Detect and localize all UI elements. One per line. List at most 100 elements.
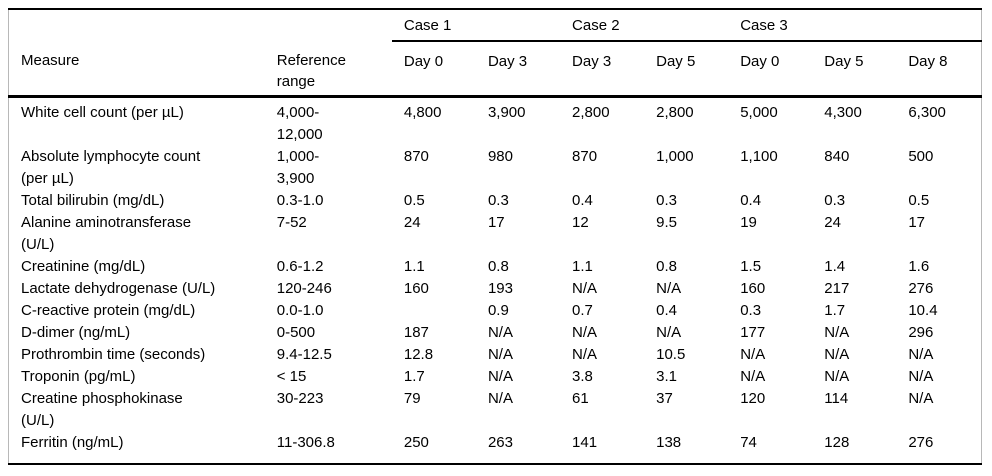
value-cell: N/A — [487, 390, 513, 407]
value-cell: 3,900 — [487, 104, 526, 121]
case-header-spacer — [9, 9, 392, 41]
column-header-cell: Day 5 — [644, 41, 729, 98]
measure-cell: Total bilirubin (mg/dL) — [21, 192, 165, 209]
measure-cell: Ferritin (ng/mL) — [21, 434, 124, 451]
value-cell: 128 — [824, 434, 850, 451]
reference-cell: 0.6-1.2 — [276, 258, 324, 275]
value-cell: 193 — [487, 280, 513, 297]
reference-cell: 120-246 — [276, 280, 332, 297]
column-header-cell: Day 3 — [475, 41, 561, 98]
value-cell: 2,800 — [656, 104, 694, 121]
value-cell: N/A — [740, 346, 766, 363]
value-cell: N/A — [908, 390, 934, 407]
reference-cell: 9.4-12.5 — [276, 346, 332, 363]
value-cell: 9.5 — [656, 214, 677, 231]
value-cell: 37 — [656, 390, 673, 407]
value-cell: 1.7 — [824, 302, 846, 319]
value-cell: 0.9 — [487, 302, 509, 319]
reference-cell: 1,000- 3,900 — [276, 148, 320, 187]
measure-cell: Alanine aminotransferase (U/L) — [21, 214, 192, 253]
value-cell: N/A — [908, 368, 934, 385]
value-cell: 1.1 — [572, 258, 593, 275]
value-cell: 0.4 — [656, 302, 677, 319]
case-header-cell: Case 3 — [728, 9, 982, 42]
value-cell: 0.4 — [740, 192, 762, 209]
value-cell: 0.3 — [740, 302, 762, 319]
measure-cell: D-dimer (ng/mL) — [21, 324, 131, 341]
value-cell: 120 — [740, 390, 766, 407]
value-cell: 217 — [824, 280, 850, 297]
value-cell: 0.8 — [487, 258, 509, 275]
value-cell: 296 — [908, 324, 934, 341]
value-cell: 19 — [740, 214, 757, 231]
reference-cell: 0.3-1.0 — [276, 192, 324, 209]
value-cell: 12.8 — [403, 346, 434, 363]
value-cell: 17 — [908, 214, 926, 231]
lab-results-table: Case 1 Case 2 Case 3 Measure Reference rang… — [8, 8, 982, 465]
value-cell: 6,300 — [908, 104, 946, 121]
value-cell: 3.1 — [656, 368, 677, 385]
table-row: Lactate dehydrogenase (U/L) 120-246 160 193… — [9, 278, 982, 300]
value-cell: N/A — [824, 324, 850, 341]
value-cell: 0.5 — [403, 192, 425, 209]
table-row: Creatinine (mg/dL) 0.6-1.2 1.1 0.8 1.1 0.8 1.5… — [9, 256, 982, 278]
value-cell: 24 — [824, 214, 841, 231]
column-header-cell: Day 0 — [391, 41, 476, 98]
value-cell: 10.5 — [656, 346, 686, 363]
column-header-cell: Day 5 — [812, 41, 897, 98]
value-cell: 276 — [908, 280, 934, 297]
measure-cell: Creatine phosphokinase (U/L) — [21, 390, 183, 429]
measure-cell: White cell count (per µL) — [21, 104, 184, 121]
table-row: Troponin (pg/mL) < 15 1.7 N/A 3.8 3.1 N/A N/A N/… — [9, 366, 982, 388]
value-cell: 79 — [403, 390, 421, 407]
value-cell: 1.7 — [403, 368, 425, 385]
value-cell: 870 — [403, 148, 429, 165]
value-cell: N/A — [572, 280, 598, 297]
value-cell: N/A — [656, 280, 682, 297]
reference-cell: 0-500 — [276, 324, 316, 341]
case-header-cell: Case 2 — [560, 9, 729, 42]
case-header-row: Case 1 Case 2 Case 3 — [9, 9, 982, 42]
table-row: Ferritin (ng/mL) 11-306.8 250 263 141 138 74 12… — [9, 432, 982, 464]
value-cell: N/A — [572, 324, 598, 341]
table-body: White cell count (per µL) 4,000- 12,000 4,… — [9, 97, 982, 465]
value-cell: 276 — [908, 434, 934, 451]
column-header-cell: Day 3 — [560, 41, 645, 98]
value-cell: 250 — [403, 434, 429, 451]
table-row: Alanine aminotransferase (U/L) 7-52 24 17 12… — [9, 212, 982, 256]
table-header: Case 1 Case 2 Case 3 Measure Reference rang… — [8, 9, 982, 98]
value-cell: 1,100 — [740, 148, 778, 165]
table-row: Prothrombin time (seconds) 9.4-12.5 12.8 N/… — [9, 344, 982, 366]
measure-cell: C-reactive protein (mg/dL) — [21, 302, 196, 319]
measure-cell: Creatinine (mg/dL) — [21, 258, 146, 275]
table-row: C-reactive protein (mg/dL) 0.0-1.0 0.9 0.7 0… — [9, 300, 982, 322]
table-row: D-dimer (ng/mL) 0-500 187 N/A N/A N/A 177 N/A 29… — [9, 322, 982, 344]
reference-cell: 11-306.8 — [276, 434, 335, 451]
value-cell: N/A — [740, 368, 766, 385]
value-cell: N/A — [656, 324, 682, 341]
column-header-row: Measure Reference range Day 0 Day 3 Day 3 Day… — [8, 41, 982, 98]
value-cell: 870 — [572, 148, 598, 165]
value-cell: 263 — [487, 434, 513, 451]
measure-cell: Absolute lymphocyte count (per µL) — [21, 148, 201, 187]
value-cell: 74 — [740, 434, 757, 451]
value-cell: 980 — [487, 148, 513, 165]
value-cell: 0.3 — [487, 192, 509, 209]
value-cell: 24 — [403, 214, 421, 231]
value-cell: N/A — [572, 346, 598, 363]
value-cell: N/A — [908, 346, 934, 363]
value-cell: 160 — [403, 280, 429, 297]
value-cell: 4,300 — [824, 104, 862, 121]
value-cell: 187 — [403, 324, 429, 341]
reference-cell: 7-52 — [276, 214, 307, 231]
value-cell: 10.4 — [908, 302, 938, 319]
value-cell: 1.1 — [403, 258, 425, 275]
case-header-cell: Case 1 — [391, 9, 561, 42]
value-cell: 3.8 — [572, 368, 593, 385]
measure-cell: Troponin (pg/mL) — [21, 368, 136, 385]
value-cell: 1.5 — [740, 258, 762, 275]
column-header-cell: Day 0 — [728, 41, 813, 98]
value-cell: N/A — [487, 324, 513, 341]
value-cell: N/A — [487, 346, 513, 363]
